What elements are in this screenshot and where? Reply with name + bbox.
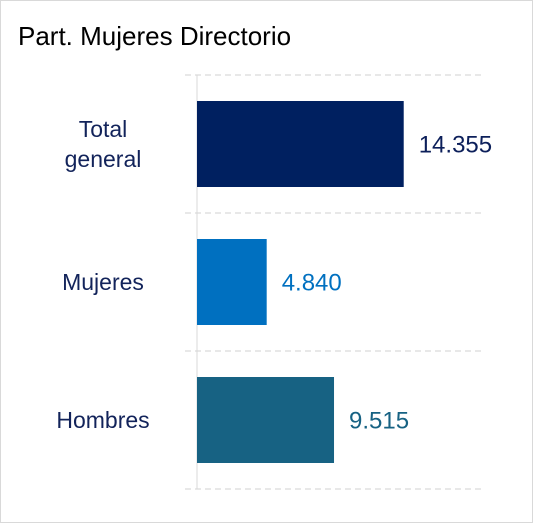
category-label: Total general — [64, 116, 142, 172]
chart-title: Part. Mujeres Directorio — [18, 21, 291, 51]
category-label: Mujeres — [62, 269, 144, 295]
value-label: 14.355 — [419, 131, 492, 158]
value-label: 4.840 — [282, 269, 342, 296]
category-label: Hombres — [56, 407, 150, 433]
value-label: 9.515 — [349, 407, 409, 434]
bar — [197, 239, 267, 325]
bar — [197, 377, 335, 463]
bar — [197, 101, 404, 187]
